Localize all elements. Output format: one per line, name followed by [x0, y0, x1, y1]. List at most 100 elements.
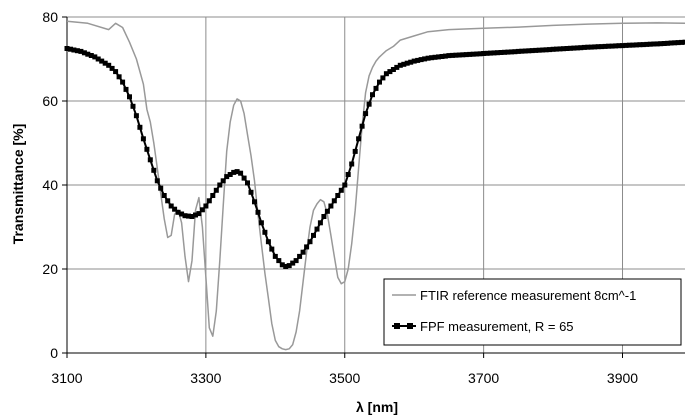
- series-1-point: [179, 211, 185, 217]
- series-1-point: [418, 57, 424, 63]
- series-1-point: [581, 44, 587, 50]
- series-1-point: [137, 124, 143, 130]
- series-1-point: [68, 46, 73, 52]
- series-1-point: [488, 50, 494, 56]
- series-1-point: [449, 52, 455, 58]
- series-1-point: [168, 203, 174, 209]
- series-1-point: [481, 51, 487, 56]
- series-1-point: [557, 46, 563, 52]
- series-1-point: [255, 209, 261, 215]
- series-1-point: [602, 43, 608, 49]
- series-1-point: [647, 41, 653, 47]
- y-tick-label-0: 0: [50, 345, 58, 361]
- series-1-point: [241, 175, 247, 181]
- series-1-point: [74, 48, 80, 54]
- series-1-point: [127, 94, 132, 100]
- series-1-point: [519, 48, 525, 54]
- series-1-point: [182, 213, 188, 219]
- series-1-point: [120, 79, 126, 85]
- series-1-point: [286, 263, 292, 269]
- series-1-point: [147, 157, 153, 163]
- series-1-point: [151, 167, 157, 173]
- series-1-point: [613, 43, 619, 49]
- series-1-point: [442, 53, 448, 59]
- series-1-point: [536, 47, 542, 53]
- series-1-point: [547, 47, 553, 53]
- series-1-point: [265, 239, 271, 245]
- series-1-point: [64, 46, 70, 51]
- series-1-point: [567, 45, 573, 51]
- series-1-point: [540, 47, 546, 53]
- series-1-point: [324, 208, 330, 214]
- series-1-point: [213, 187, 219, 193]
- series-1-point: [380, 75, 386, 81]
- series-1-point: [314, 226, 320, 232]
- series-1-point: [300, 249, 306, 255]
- series-1-point: [349, 161, 355, 167]
- series-1-point: [321, 214, 327, 219]
- series-1-point: [165, 198, 171, 204]
- series-1-point: [106, 62, 112, 68]
- series-1-point: [561, 46, 566, 52]
- series-1-point: [491, 50, 497, 56]
- series-1-point: [411, 58, 417, 64]
- legend-label-ftir: FTIR reference measurement 8cm^-1: [420, 288, 636, 303]
- series-1-point: [373, 85, 379, 91]
- y-tick-label-20: 20: [42, 261, 58, 277]
- series-1-point: [672, 40, 678, 46]
- series-1-point: [269, 246, 275, 252]
- series-1-point: [172, 206, 178, 212]
- series-1-point: [203, 203, 209, 209]
- series-1-point: [550, 46, 556, 52]
- x-axis-title: λ [nm]: [356, 399, 398, 415]
- series-1-point: [425, 55, 431, 61]
- series-1-point: [585, 44, 591, 50]
- series-1-point: [109, 65, 115, 71]
- series-1-point: [512, 49, 518, 55]
- series-1-point: [220, 178, 226, 184]
- series-1-point: [658, 41, 664, 47]
- series-1-point: [484, 50, 490, 56]
- series-1-point: [595, 44, 601, 50]
- series-1-point: [609, 43, 615, 49]
- series-1-point: [408, 59, 414, 65]
- series-1-point: [307, 239, 313, 245]
- series-1-point: [432, 54, 438, 60]
- series-1-point: [99, 58, 105, 64]
- series-1-point: [616, 43, 622, 49]
- series-1-point: [679, 39, 684, 45]
- x-tick-label-3500: 3500: [329, 370, 360, 386]
- series-1-point: [397, 62, 403, 68]
- series-1-point: [290, 260, 296, 266]
- series-1-point: [588, 44, 594, 50]
- series-1-point: [394, 64, 400, 70]
- legend-marker-fpf-2: [407, 323, 413, 329]
- series-1-point: [436, 54, 441, 60]
- series-1-point: [366, 101, 372, 107]
- series-1-point: [217, 182, 223, 188]
- series-1-point: [456, 52, 462, 58]
- series-1-point: [88, 53, 94, 58]
- series-1-point: [130, 103, 136, 109]
- series-1-point: [439, 54, 445, 59]
- series-1-point: [161, 193, 167, 198]
- series-1-point: [467, 51, 473, 57]
- series-layer: [64, 20, 685, 351]
- series-1-point: [453, 52, 459, 58]
- series-1-point: [95, 56, 101, 62]
- series-1-point: [144, 146, 150, 152]
- series-1-point: [633, 42, 639, 48]
- series-1-point: [283, 264, 289, 269]
- series-1-point: [446, 53, 452, 59]
- series-1-point: [328, 203, 334, 209]
- legend: FTIR reference measurement 8cm^-1 FPF me…: [383, 278, 682, 346]
- series-1-point: [543, 47, 549, 53]
- series-1-point: [231, 169, 237, 175]
- y-axis-ticks: 0 20 40 60 80: [42, 9, 67, 361]
- series-1-point: [238, 170, 244, 176]
- series-1-point: [102, 60, 108, 66]
- series-1-point: [620, 43, 625, 49]
- series-1-point: [665, 40, 671, 46]
- series-1-point: [654, 41, 660, 47]
- series-1-point: [644, 41, 650, 47]
